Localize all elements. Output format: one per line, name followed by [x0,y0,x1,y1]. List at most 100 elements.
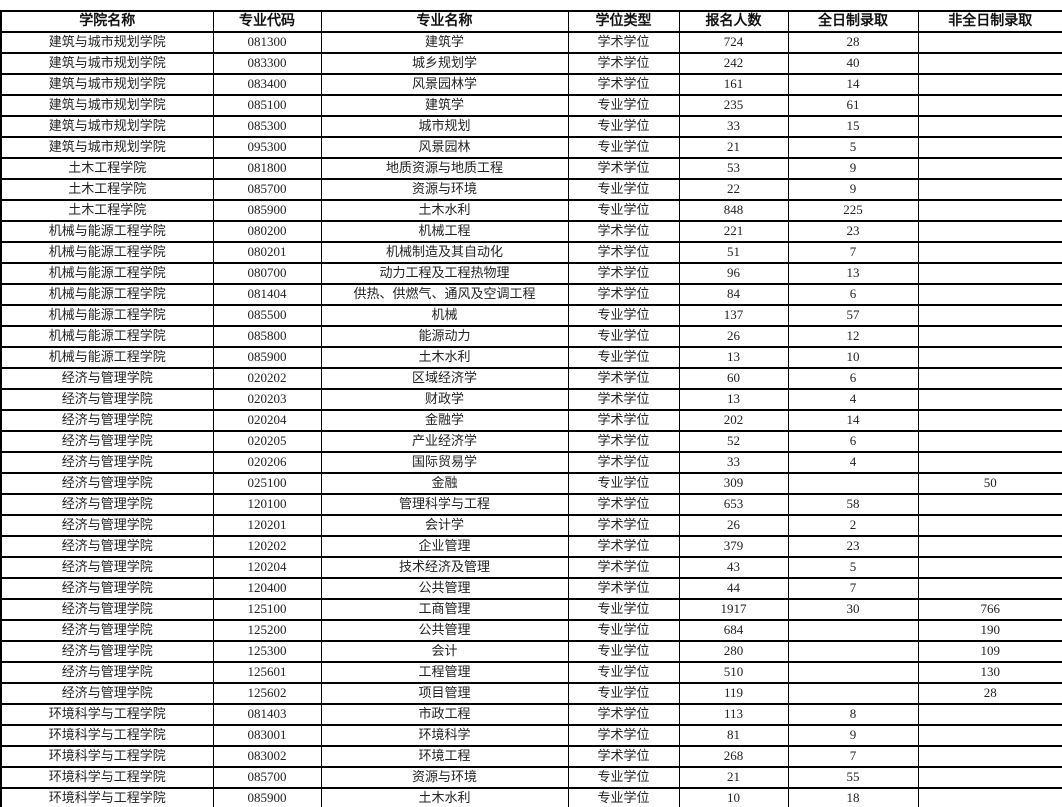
table-cell: 学术学位 [567,451,680,474]
table-cell: 供热、供燃气、通风及空调工程 [320,283,569,306]
table-cell: 6 [787,283,919,306]
table-cell [917,178,1062,201]
column-header-3: 学位类型 [567,10,680,33]
table-cell: 10 [678,787,789,807]
table-row: 经济与管理学院 020206 国际贸易学 学术学位 33 4 [0,451,1062,474]
table-cell: 土木水利 [320,787,569,807]
column-header-2: 专业名称 [320,10,569,33]
table-cell [917,493,1062,516]
table-cell: 083400 [212,73,322,96]
table-cell: 13 [678,346,789,369]
table-cell: 55 [787,766,919,789]
table-cell: 23 [787,535,919,558]
table-cell [917,262,1062,285]
table-cell: 26 [678,514,789,537]
table-row: 经济与管理学院 020202 区域经济学 学术学位 60 6 [0,367,1062,390]
table-row: 环境科学与工程学院 083001 环境科学 学术学位 81 9 [0,724,1062,747]
table-cell: 学术学位 [567,703,680,726]
table-cell [787,619,919,642]
table-cell: 机械与能源工程学院 [0,220,214,243]
table-row: 经济与管理学院 020203 财政学 学术学位 13 4 [0,388,1062,411]
table-cell: 城市规划 [320,115,569,138]
table-cell: 120204 [212,556,322,579]
table-row: 环境科学与工程学院 085700 资源与环境 专业学位 21 55 [0,766,1062,789]
table-cell: 机械与能源工程学院 [0,241,214,264]
table-cell [917,724,1062,747]
table-cell: 137 [678,304,789,327]
table-cell [917,535,1062,558]
table-row: 环境科学与工程学院 085900 土木水利 专业学位 10 18 [0,787,1062,807]
table-cell: 学术学位 [567,493,680,516]
table-cell: 020204 [212,409,322,432]
table-cell: 专业学位 [567,304,680,327]
table-row: 经济与管理学院 125200 公共管理 专业学位 684 190 [0,619,1062,642]
table-cell: 7 [787,745,919,768]
table-cell: 土木工程学院 [0,178,214,201]
table-cell: 机械工程 [320,220,569,243]
table-cell: 085700 [212,178,322,201]
table-cell [917,136,1062,159]
table-cell: 专业学位 [567,346,680,369]
table-cell: 建筑与城市规划学院 [0,73,214,96]
table-cell: 309 [678,472,789,495]
table-cell: 4 [787,388,919,411]
table-cell: 125100 [212,598,322,621]
table-cell: 动力工程及工程热物理 [320,262,569,285]
table-cell [917,73,1062,96]
table-cell: 120202 [212,535,322,558]
table-cell [917,388,1062,411]
table-cell: 081300 [212,31,322,54]
table-cell: 21 [678,766,789,789]
table-cell: 15 [787,115,919,138]
table-cell: 43 [678,556,789,579]
table-cell: 城乡规划学 [320,52,569,75]
table-cell: 085700 [212,766,322,789]
table-cell: 085100 [212,94,322,117]
table-cell: 23 [787,220,919,243]
table-cell: 环境科学与工程学院 [0,766,214,789]
table-row: 机械与能源工程学院 080201 机械制造及其自动化 学术学位 51 7 [0,241,1062,264]
table-cell: 学术学位 [567,241,680,264]
table-cell: 083001 [212,724,322,747]
table-cell: 095300 [212,136,322,159]
table-cell: 84 [678,283,789,306]
table-cell [917,556,1062,579]
table-cell [917,115,1062,138]
table-cell: 工程管理 [320,661,569,684]
table-cell: 专业学位 [567,115,680,138]
table-cell: 土木工程学院 [0,199,214,222]
table-cell: 081404 [212,283,322,306]
table-cell: 经济与管理学院 [0,598,214,621]
table-cell: 专业学位 [567,472,680,495]
table-cell: 6 [787,430,919,453]
table-cell: 经济与管理学院 [0,514,214,537]
table-cell: 资源与环境 [320,178,569,201]
table-row: 经济与管理学院 120204 技术经济及管理 学术学位 43 5 [0,556,1062,579]
table-cell: 环境科学与工程学院 [0,745,214,768]
table-cell: 专业学位 [567,640,680,663]
table-cell: 379 [678,535,789,558]
table-row: 建筑与城市规划学院 085100 建筑学 专业学位 235 61 [0,94,1062,117]
table-row: 经济与管理学院 025100 金融 专业学位 309 50 [0,472,1062,495]
table-row: 经济与管理学院 125602 项目管理 专业学位 119 28 [0,682,1062,705]
table-cell: 机械与能源工程学院 [0,304,214,327]
table-cell: 区域经济学 [320,367,569,390]
table-cell [917,241,1062,264]
table-row: 环境科学与工程学院 081403 市政工程 学术学位 113 8 [0,703,1062,726]
table-cell: 848 [678,199,789,222]
table-cell: 专业学位 [567,598,680,621]
table-cell [917,220,1062,243]
table-cell: 机械与能源工程学院 [0,283,214,306]
table-cell: 土木工程学院 [0,157,214,180]
table-cell: 专业学位 [567,766,680,789]
table-cell: 202 [678,409,789,432]
table-cell: 环境科学与工程学院 [0,703,214,726]
table-row: 机械与能源工程学院 085900 土木水利 专业学位 13 10 [0,346,1062,369]
table-cell: 120400 [212,577,322,600]
table-cell: 14 [787,409,919,432]
table-cell: 产业经济学 [320,430,569,453]
table-cell: 020203 [212,388,322,411]
table-cell: 建筑与城市规划学院 [0,52,214,75]
table-row: 机械与能源工程学院 081404 供热、供燃气、通风及空调工程 学术学位 84 6 [0,283,1062,306]
